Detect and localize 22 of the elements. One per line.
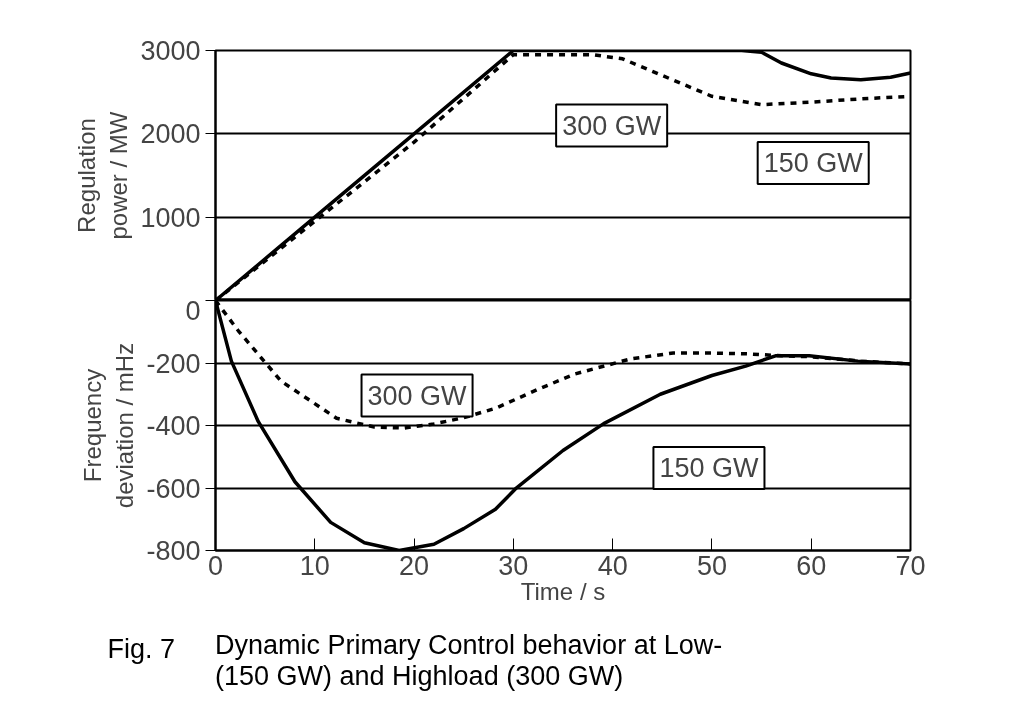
y-tick-label: 1000 [140, 202, 201, 233]
y-axis-title: Regulation power / MW [73, 111, 133, 240]
caption: Fig. 7 [107, 633, 175, 666]
y-tick-label: -600 [146, 473, 201, 504]
x-tick-label: 60 [796, 550, 827, 581]
x-tick-label: 10 [299, 550, 330, 581]
x-tick-label: 70 [895, 550, 926, 581]
annotation: 300 GW [367, 380, 468, 411]
x-tick-label: 20 [399, 550, 430, 581]
x-tick-label: 0 [207, 550, 224, 581]
annotation: 150 GW [659, 453, 759, 483]
text: Dynamic Primary Control behavior at Low- (150 GW) and Highload (300 GW) [215, 630, 724, 693]
y-tick-label: -200 [146, 348, 201, 379]
y-tick-label: 3000 [140, 36, 201, 66]
annotation: 300 GW [562, 110, 662, 141]
y-tick-label: 0 [185, 295, 201, 326]
y-axis-title: Frequency deviation / mHz [79, 342, 139, 509]
annotation: 150 GW [763, 148, 864, 178]
x-tick-label: 50 [696, 550, 727, 581]
y-tick-label: 2000 [140, 119, 201, 150]
y-tick-label: -400 [146, 411, 201, 441]
y-tick-label: -800 [146, 536, 201, 566]
